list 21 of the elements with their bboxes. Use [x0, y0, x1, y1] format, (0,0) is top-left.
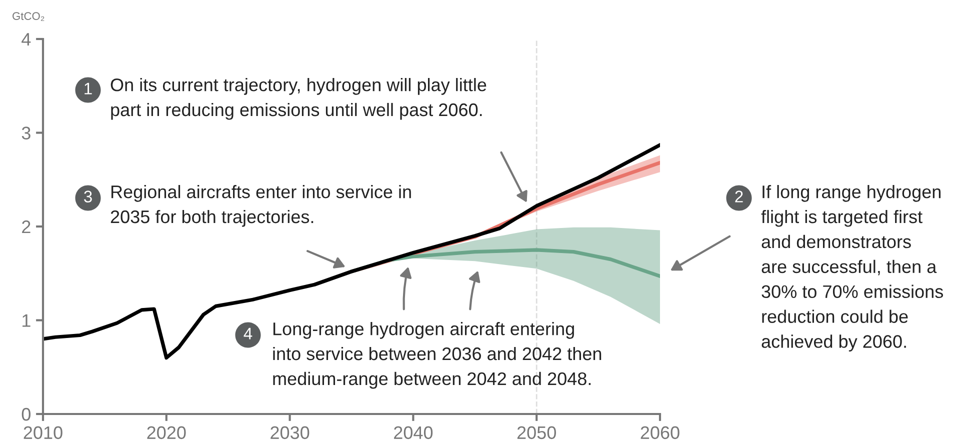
text: If long range hydrogen flight is targeted first and demonstrators are successful, then a 30% to 70% emissions reduction could be achieved by 2060. — [761, 185, 943, 352]
x-tick-label: 2010 — [24, 426, 62, 440]
x-tick-label: 2040 — [394, 426, 433, 440]
y-axis-title: GtCO₂ — [12, 12, 44, 21]
x-tick-label: 2050 — [517, 426, 556, 440]
y-tick-label: 0 — [22, 408, 30, 421]
x-tick-label: 2020 — [147, 426, 186, 440]
y-tick-label: 2 — [22, 220, 30, 234]
x-tick-label: 2060 — [640, 426, 680, 440]
annotation: Regional aircrafts enter into service in 2035 for both trajectories. — [110, 185, 411, 227]
annotation: On its current trajectory, hydrogen will play little part in reducing emissions until well past 2060. — [110, 78, 486, 120]
text: 2 — [735, 190, 743, 202]
line-series — [43, 143, 660, 360]
annotation: 1 — [84, 82, 92, 94]
x-tick-label: 2030 — [270, 426, 310, 440]
y-tick-label: 4 — [22, 33, 31, 46]
annotation: 4 — [244, 328, 252, 340]
annotation: Long-range hydrogen aircraft entering into service between 2036 and 2042 then medium-range between 2042 and 2048. — [273, 322, 602, 389]
y-tick-label: 3 — [22, 126, 30, 140]
annotation: 3 — [84, 190, 92, 202]
y-tick-label: 1 — [22, 314, 30, 327]
